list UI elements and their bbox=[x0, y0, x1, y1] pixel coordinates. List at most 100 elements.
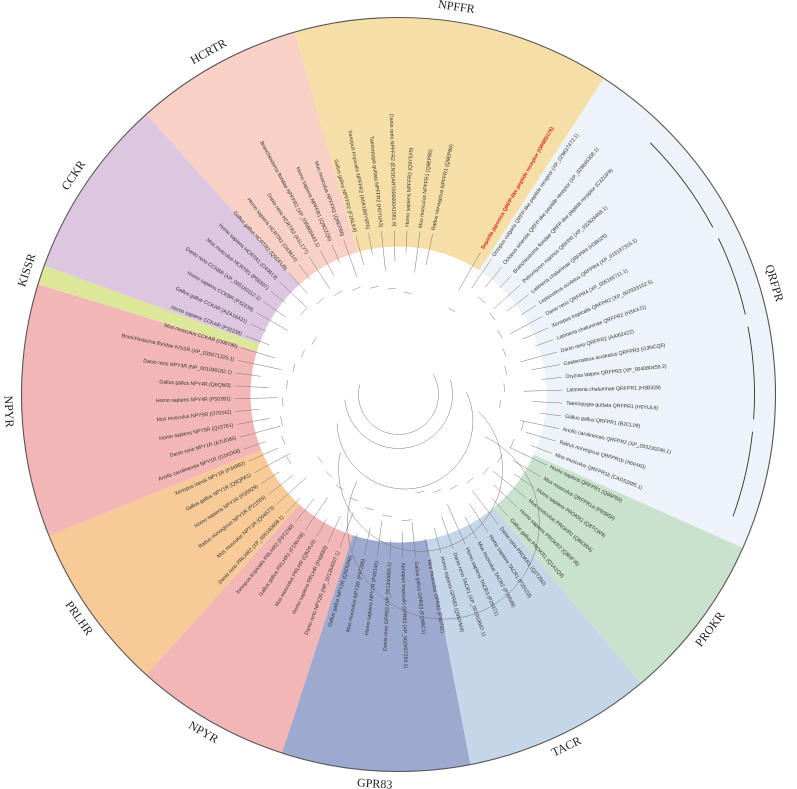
family-sector-tacr bbox=[426, 507, 641, 765]
tree-branch bbox=[466, 477, 474, 484]
tree-branch bbox=[414, 231, 421, 273]
tree-branch bbox=[491, 498, 509, 517]
tree-branch bbox=[369, 286, 379, 289]
tree-branch bbox=[514, 474, 534, 488]
tree-branch bbox=[401, 519, 412, 521]
tree-branch bbox=[364, 527, 371, 555]
leaf-label: Gallus gallus NPY4R (Q6QM3) bbox=[159, 379, 231, 389]
tree-branch bbox=[499, 399, 501, 408]
tree-branch bbox=[403, 292, 412, 294]
tree-branch bbox=[532, 401, 563, 404]
family-label-qrfpr: QRFPR bbox=[762, 263, 786, 303]
tree-branch bbox=[382, 515, 393, 517]
tree-branch bbox=[389, 540, 392, 559]
tree-branch bbox=[458, 252, 481, 291]
tree-branch bbox=[485, 266, 502, 288]
tree-branch bbox=[358, 374, 439, 435]
tree-branch bbox=[416, 490, 425, 494]
tree-branch bbox=[238, 360, 282, 370]
tree-branch bbox=[493, 284, 521, 310]
family-sector-cckr bbox=[44, 114, 300, 344]
tree-branch bbox=[387, 288, 396, 290]
tree-branch bbox=[525, 432, 556, 442]
tree-branch bbox=[449, 484, 458, 490]
family-sectors bbox=[21, 17, 776, 772]
tree-branch bbox=[280, 416, 283, 426]
tree-branch bbox=[504, 365, 507, 375]
family-sector-gpr83 bbox=[282, 535, 471, 772]
tree-branch bbox=[376, 520, 383, 558]
tree-branch bbox=[497, 454, 503, 463]
tree-branch bbox=[245, 335, 270, 346]
tree-branch bbox=[295, 498, 315, 523]
tree-branch bbox=[364, 507, 375, 511]
tree-branch bbox=[510, 438, 515, 448]
tree-branch bbox=[520, 351, 557, 363]
tree-branch bbox=[522, 327, 549, 340]
tree-branch bbox=[286, 379, 288, 389]
tree-branch bbox=[263, 301, 286, 318]
family-sector-npyr bbox=[21, 284, 262, 536]
tree-branch bbox=[298, 264, 311, 280]
leaf-label: Xenopus tropicalis GPR83 (XP_002937254.1… bbox=[400, 562, 409, 668]
tree-branch bbox=[316, 297, 325, 305]
tree-branch bbox=[477, 296, 486, 304]
tree-branch bbox=[308, 256, 331, 289]
tree-branch bbox=[339, 512, 354, 548]
tree-branch bbox=[316, 519, 327, 537]
family-sector-npyr bbox=[146, 504, 353, 754]
tree-branch bbox=[317, 456, 323, 463]
leaf-label: Danio rerio NPFFR2 (ENSDART00000041581.6… bbox=[388, 114, 397, 227]
tree-branch bbox=[292, 363, 296, 373]
family-sector-prlhr bbox=[48, 449, 300, 675]
tree-branch bbox=[507, 294, 529, 312]
tree-branch bbox=[425, 234, 433, 266]
leaf-label: Latimeria chalumnae QRFPR1 (H3B329) bbox=[566, 385, 661, 393]
leaf-label: Homo sapiens NPY4R (P50391) bbox=[156, 396, 231, 404]
tree-branch bbox=[276, 477, 307, 505]
family-sector-hcrtr bbox=[146, 32, 358, 285]
leaf-label: Danio rerio GPR83 (XP_001340883.1) bbox=[382, 562, 393, 651]
tree-branch bbox=[349, 497, 358, 502]
tree-branch bbox=[327, 516, 341, 543]
tree-branch bbox=[531, 364, 560, 371]
tree-branch bbox=[285, 455, 292, 465]
tree-branch bbox=[336, 392, 474, 490]
tree-branch bbox=[254, 452, 291, 473]
tree-branch bbox=[355, 236, 365, 266]
family-sector-kissr bbox=[37, 265, 260, 352]
tree-branch bbox=[512, 460, 541, 477]
tree-branch bbox=[234, 385, 269, 388]
tree-branch bbox=[234, 397, 278, 400]
family-sector-prokr bbox=[493, 454, 743, 684]
tree-branch bbox=[425, 538, 429, 556]
tree-branch bbox=[368, 233, 373, 254]
tree-branch bbox=[381, 231, 386, 272]
tree-branch bbox=[509, 316, 543, 335]
tree-branch bbox=[401, 531, 404, 559]
tree-branch bbox=[499, 275, 512, 289]
tree-branch bbox=[311, 337, 317, 345]
tree-branch bbox=[344, 379, 453, 449]
leaf-label: Homo sapiens NPFFR2 (Q9Y5X5) bbox=[405, 147, 415, 227]
tree-branch bbox=[282, 397, 284, 407]
tree-branch bbox=[519, 420, 559, 429]
tree-branch bbox=[334, 290, 343, 296]
tree-branch bbox=[433, 527, 442, 553]
tree-branch bbox=[503, 383, 505, 392]
family-label-gpr83: GPR83 bbox=[357, 775, 393, 789]
tree-branch bbox=[447, 504, 466, 545]
tree-branch bbox=[541, 377, 562, 380]
family-label-npffr: NPFFR bbox=[437, 0, 475, 16]
subclade-brackets bbox=[649, 142, 755, 517]
tree-branch bbox=[301, 349, 305, 358]
tree-branch bbox=[351, 533, 358, 552]
tree-branch bbox=[523, 389, 563, 392]
tree-branch bbox=[243, 441, 266, 450]
tree-branch bbox=[530, 445, 552, 454]
tree-branch bbox=[502, 348, 507, 357]
tree-branch bbox=[279, 281, 307, 308]
tree-branch bbox=[471, 259, 492, 289]
family-label-npyr: NPYR bbox=[1, 395, 16, 428]
